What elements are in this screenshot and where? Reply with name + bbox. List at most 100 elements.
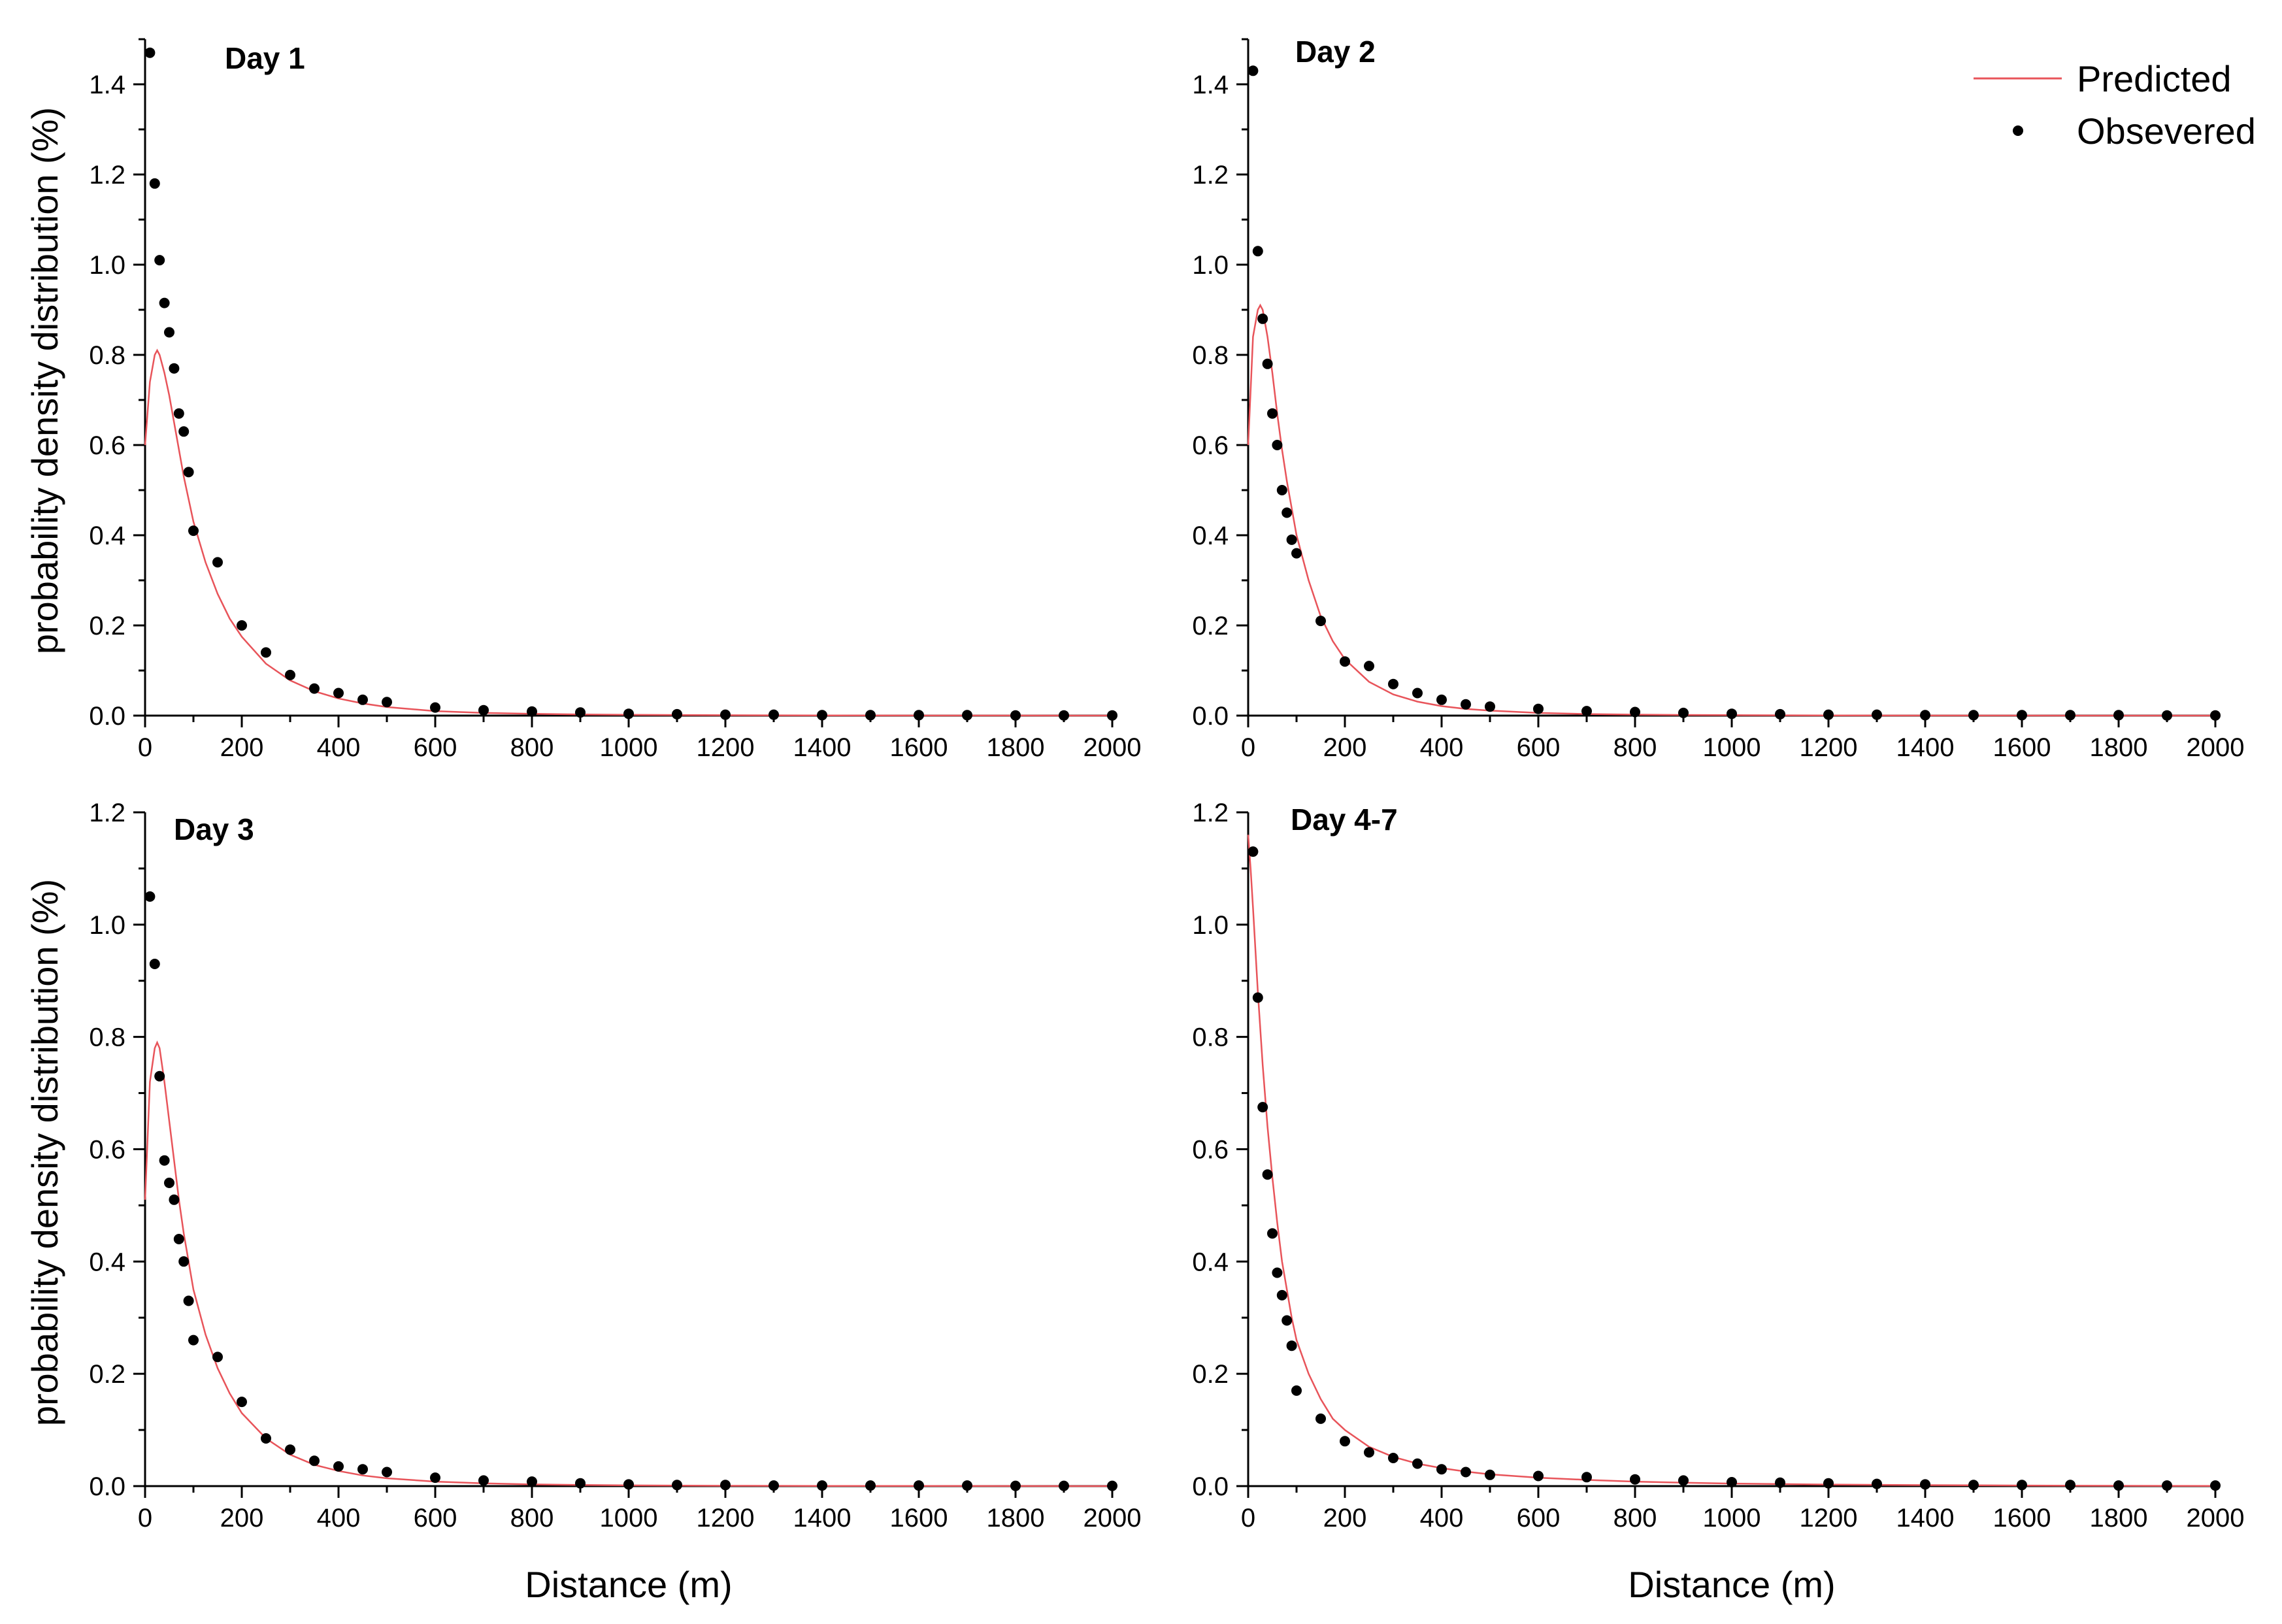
x-axis-title: Distance (m): [1628, 1564, 1835, 1605]
observed-point: [1059, 1480, 1069, 1491]
legend-observed-swatch: [2013, 125, 2023, 136]
x-tick-label: 800: [1613, 733, 1657, 762]
observed-point: [1107, 1480, 1117, 1491]
observed-point: [1248, 65, 1259, 76]
observed-point: [1257, 1102, 1268, 1113]
observed-point: [1727, 708, 1737, 720]
x-tick-label: 1000: [600, 1504, 658, 1533]
observed-point: [2065, 710, 2075, 721]
observed-point: [237, 620, 247, 631]
observed-point: [1059, 710, 1069, 721]
observed-point: [1775, 708, 1785, 720]
x-tick-label: 1800: [987, 733, 1045, 762]
observed-point: [1388, 678, 1398, 689]
observed-point: [2017, 1480, 2027, 1491]
observed-point: [1823, 709, 1834, 720]
observed-point: [2113, 1480, 2124, 1491]
panel-title: Day 1: [225, 41, 305, 75]
chart-panel-1: 0 200 400 600 800 1000 1200 1400 1600 1800 2000 0.0…: [24, 38, 1142, 762]
x-tick-label: 1200: [1800, 733, 1858, 762]
observed-point: [672, 1480, 682, 1491]
observed-point: [720, 709, 731, 720]
observed-point: [1678, 1475, 1689, 1486]
observed-point: [309, 1455, 320, 1467]
x-tick-label: 1600: [1993, 733, 2051, 762]
observed-point: [144, 891, 156, 902]
predicted-line: [1247, 835, 2216, 1487]
observed-point: [1920, 710, 1930, 721]
x-tick-label: 400: [317, 1504, 361, 1533]
y-tick-label: 0.2: [89, 1360, 125, 1389]
observed-point: [769, 1480, 779, 1491]
observed-point: [1485, 1469, 1495, 1480]
observed-point: [285, 1444, 295, 1455]
y-tick-label: 0.8: [1192, 1023, 1229, 1052]
observed-point: [962, 710, 972, 721]
observed-point: [382, 1467, 392, 1478]
x-tick-label: 2000: [1083, 733, 1142, 762]
observed-point: [1340, 1436, 1350, 1447]
x-tick-label: 1000: [1703, 733, 1761, 762]
observed-point: [164, 1178, 174, 1188]
observed-point: [1412, 688, 1423, 699]
observed-point: [159, 1155, 170, 1166]
observed-point: [1581, 706, 1592, 717]
observed-point: [1388, 1453, 1398, 1463]
predicted-line: [144, 1040, 1113, 1487]
y-tick-label: 1.4: [89, 71, 125, 99]
observed-point: [285, 669, 295, 680]
observed-point: [333, 1461, 344, 1472]
observed-point: [1485, 701, 1495, 712]
x-tick-label: 400: [317, 733, 361, 762]
x-tick-label: 1400: [1896, 1504, 1955, 1533]
observed-point: [2210, 710, 2221, 721]
x-tick-label: 0: [1241, 1504, 1255, 1533]
y-tick-label: 1.2: [89, 161, 125, 190]
y-tick-label: 1.2: [1192, 161, 1229, 190]
x-tick-label: 0: [138, 1504, 152, 1533]
x-tick-label: 600: [1517, 733, 1561, 762]
observed-point: [149, 178, 160, 189]
panels-layer: 0 200 400 600 800 1000 1200 1400 1600 1800 2000 0.0…: [24, 35, 2244, 1605]
x-tick-label: 400: [1420, 733, 1464, 762]
observed-point: [1248, 846, 1259, 857]
legend-observed-label: Obsevered: [2077, 110, 2256, 152]
y-tick-label: 0.0: [1192, 702, 1229, 731]
observed-point: [720, 1480, 731, 1491]
x-tick-label: 800: [510, 1504, 554, 1533]
observed-point: [672, 708, 682, 720]
observed-point: [309, 683, 320, 694]
observed-point: [261, 1433, 271, 1444]
observed-point: [357, 694, 368, 705]
observed-point: [1257, 313, 1268, 324]
observed-point: [2210, 1480, 2221, 1491]
observed-point: [1630, 706, 1640, 718]
observed-point: [817, 1480, 827, 1491]
x-tick-label: 1600: [890, 1504, 948, 1533]
x-tick-label: 1400: [793, 1504, 852, 1533]
observed-point: [1968, 1480, 1979, 1491]
x-tick-label: 200: [220, 733, 264, 762]
x-tick-label: 2000: [2187, 733, 2245, 762]
panel-title: Day 3: [174, 812, 254, 846]
y-tick-label: 0.2: [89, 612, 125, 640]
observed-point: [430, 702, 440, 713]
observed-point: [1678, 707, 1689, 718]
observed-point: [1010, 1480, 1021, 1491]
x-tick-label: 600: [1517, 1504, 1561, 1533]
observed-point: [237, 1397, 247, 1408]
x-tick-label: 800: [1613, 1504, 1657, 1533]
observed-point: [144, 47, 156, 58]
y-tick-label: 1.4: [1192, 71, 1229, 99]
observed-point: [527, 706, 537, 717]
observed-point: [1291, 548, 1302, 559]
observed-point: [154, 1070, 165, 1082]
observed-point: [1364, 661, 1374, 672]
observed-point: [1920, 1479, 1930, 1490]
legend: Predicted Obsevered: [1974, 58, 2256, 152]
observed-point: [1272, 440, 1283, 450]
y-tick-label: 1.0: [89, 911, 125, 940]
observed-point: [478, 704, 489, 716]
observed-point: [1968, 710, 1979, 721]
